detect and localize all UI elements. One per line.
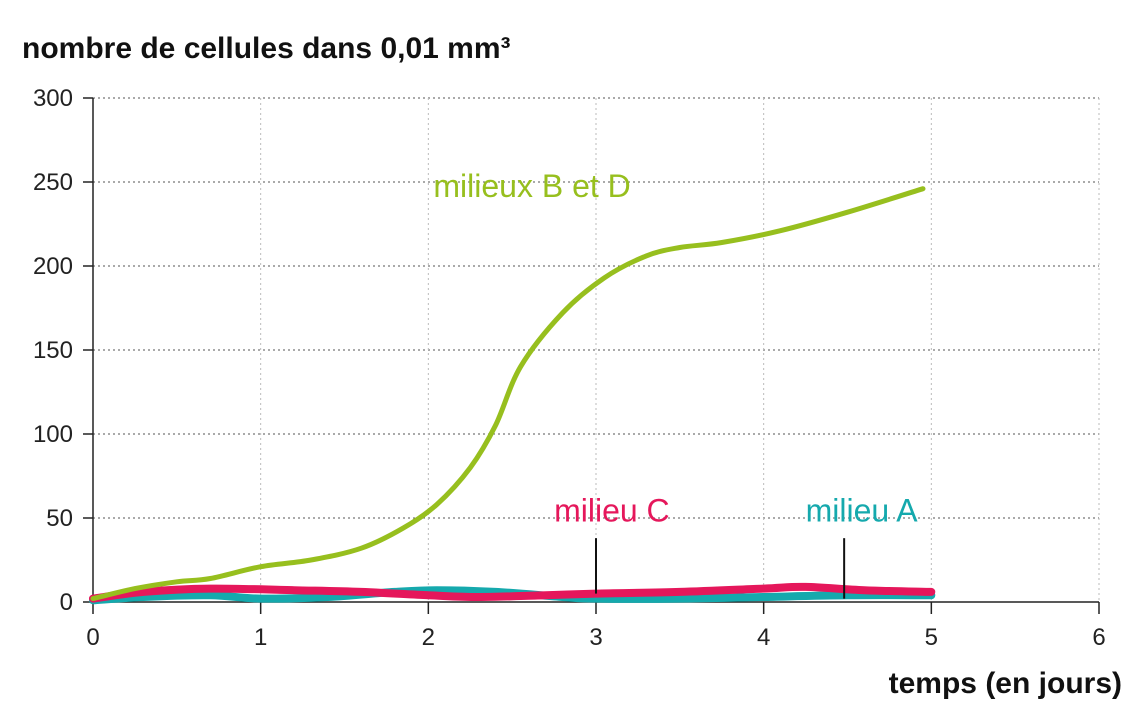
series-label-milieux-b-et-d: milieux B et D — [433, 168, 630, 204]
y-tick-label: 300 — [33, 85, 73, 112]
y-tick-label: 50 — [46, 505, 73, 532]
series-lines — [89, 186, 936, 605]
grid — [93, 97, 1100, 602]
x-tick-label: 5 — [925, 624, 938, 651]
x-tick-label: 4 — [757, 624, 770, 651]
series-annotations: milieux B et D milieu C milieu A — [433, 168, 918, 599]
x-tick-label: 0 — [86, 624, 99, 651]
y-tick-label: 250 — [33, 169, 73, 196]
x-axis-title: temps (en jours) — [889, 667, 1122, 700]
y-tick-label: 0 — [60, 589, 73, 616]
x-tick-label: 1 — [254, 624, 267, 651]
series-line-milieu-c — [89, 582, 936, 603]
series-label-milieu-c: milieu C — [554, 492, 670, 528]
series-label-milieu-a: milieu A — [806, 492, 919, 528]
x-tick-label: 6 — [1092, 624, 1105, 651]
x-tick-label: 2 — [422, 624, 435, 651]
series-line-milieux-b-et-d — [90, 186, 926, 602]
y-axis-title: nombre de cellules dans 0,01 mm³ — [22, 32, 511, 65]
y-tick-label: 100 — [33, 421, 73, 448]
y-tick-label: 150 — [33, 337, 73, 364]
series-line-milieu-a — [89, 586, 936, 605]
y-tick-label: 200 — [33, 253, 73, 280]
x-tick-label: 3 — [589, 624, 602, 651]
